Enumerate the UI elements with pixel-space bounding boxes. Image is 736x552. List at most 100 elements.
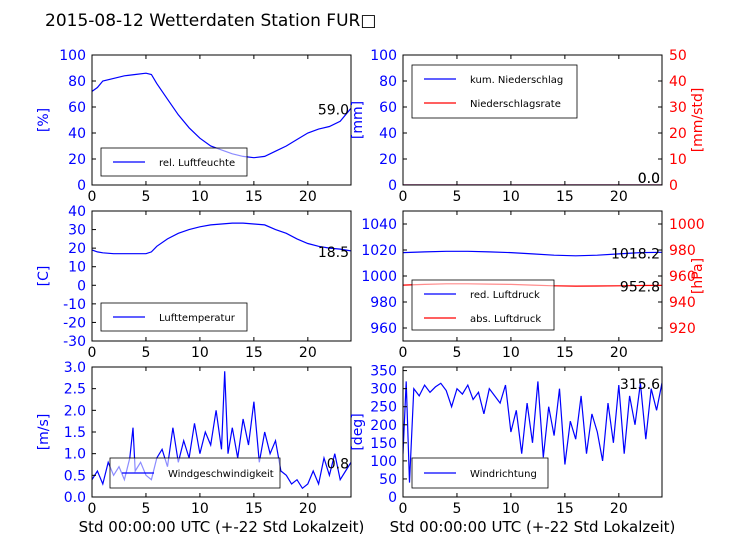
plot-frame — [402, 366, 663, 498]
y-tick-label: 50 — [379, 472, 397, 488]
y-tick-label: 0 — [77, 278, 86, 294]
x-tick-label: 20 — [299, 189, 317, 205]
x-tick-label: 5 — [452, 189, 461, 205]
y-tick-label: 100 — [370, 454, 397, 470]
last-value-label: 952.8 — [620, 279, 660, 295]
y2-tick-label: 960 — [669, 269, 696, 285]
x-tick-label: 0 — [88, 189, 97, 205]
x-tick-label: 0 — [399, 345, 408, 361]
y2-tick-label: 0 — [669, 178, 678, 194]
x-tick-label: 10 — [191, 501, 209, 517]
legend-label: red. Luftdruck — [470, 290, 540, 301]
legend: Lufttemperatur — [100, 302, 248, 332]
y-axis-label: [deg] — [350, 413, 366, 450]
y-tick-label: 3.0 — [64, 360, 86, 376]
y-tick-label: 2.0 — [64, 403, 86, 419]
x-tick-label: 20 — [299, 501, 317, 517]
y-tick-label: 980 — [370, 295, 397, 311]
x-tick-label: 0 — [399, 189, 408, 205]
y-tick-label: 1040 — [361, 217, 397, 233]
y-tick-label: 60 — [379, 100, 397, 116]
y-tick-label: 20 — [379, 152, 397, 168]
y2-tick-label: 940 — [669, 295, 696, 311]
y-tick-label: -20 — [63, 315, 86, 331]
y2-tick-label: 20 — [669, 126, 687, 142]
y-tick-label: 350 — [370, 364, 397, 380]
y-tick-label: 40 — [68, 126, 86, 142]
x-tick-label: 20 — [610, 345, 628, 361]
legend: Windrichtung — [411, 457, 549, 489]
x-tick-label: 15 — [245, 345, 263, 361]
y-tick-label: 60 — [68, 100, 86, 116]
x-tick-label: 10 — [191, 189, 209, 205]
y-tick-label: 20 — [68, 152, 86, 168]
x-tick-label: 20 — [610, 501, 628, 517]
y-tick-label: 30 — [68, 223, 86, 239]
legend-label: rel. Luftfeuchte — [159, 158, 235, 169]
panel-humidity: 0 5 10 15 20 0 20 40 60 80 100 [%] rel. Luftfeuchte 5… — [36, 48, 352, 205]
panel-pressure: 0 5 10 15 20 960 980 1000 1020 1040 920 940 960 980 10… — [361, 210, 706, 361]
legend: Windgeschwindigkeit — [109, 457, 281, 489]
y2-tick-label: 30 — [669, 100, 687, 116]
y2-tick-label: 980 — [669, 243, 696, 259]
last-value-label: 1018.2 — [611, 246, 660, 262]
y-tick-label: 0 — [388, 178, 397, 194]
panel-wind-speed: 0 5 10 15 20 0.0 0.5 1.0 1.5 2.0 2.5 3.0 [m/s] Std 00… — [36, 360, 364, 536]
y-tick-label: 1.5 — [64, 425, 86, 441]
last-value-label: 0.0 — [638, 171, 660, 187]
y-tick-label: 150 — [370, 436, 397, 452]
legend-label: Niederschlagsrate — [470, 99, 561, 110]
y-tick-label: 200 — [370, 418, 397, 434]
figure-title: 2015-08-12 Wetterdaten Station FUR□ — [45, 11, 376, 31]
y-tick-label: 40 — [379, 126, 397, 142]
y-tick-label: 100 — [370, 48, 397, 64]
y2-tick-label: 40 — [669, 74, 687, 90]
legend: kum. Niederschlag Niederschlagsrate — [411, 64, 578, 119]
x-tick-label: 15 — [556, 189, 574, 205]
legend: red. Luftdruck abs. Luftdruck — [411, 279, 555, 331]
y-axis-label: [mm] — [350, 101, 366, 139]
y-tick-label: 0 — [388, 490, 397, 506]
x-tick-label: 0 — [88, 501, 97, 517]
last-value-label: 18.5 — [318, 245, 349, 261]
y-tick-label: 2.5 — [64, 382, 86, 398]
last-value-label: 59.0 — [318, 102, 349, 118]
series-line-pressure-0 — [403, 250, 662, 257]
y-tick-label: 100 — [59, 48, 86, 64]
legend-label: abs. Luftdruck — [470, 314, 541, 325]
x-tick-label: 5 — [141, 345, 150, 361]
legend-label: kum. Niederschlag — [470, 75, 563, 86]
x-tick-label: 5 — [452, 501, 461, 517]
x-tick-label: 15 — [556, 501, 574, 517]
x-tick-label: 5 — [141, 501, 150, 517]
x-tick-label: 15 — [245, 189, 263, 205]
y-axis-label: [C] — [36, 266, 52, 287]
panel-temperature: 0 5 10 15 20 -30 -20 -10 0 10 20 30 40 [C] Lufttempera… — [36, 204, 352, 361]
x-tick-label: 10 — [502, 189, 520, 205]
y2-tick-label: 920 — [669, 321, 696, 337]
legend-label: Windgeschwindigkeit — [168, 469, 274, 480]
legend-label: Lufttemperatur — [159, 313, 236, 324]
x-tick-label: 5 — [452, 345, 461, 361]
plot-frame — [402, 54, 663, 186]
y-tick-label: 20 — [68, 241, 86, 257]
series-line-wind-direction-0 — [403, 381, 662, 483]
x-tick-label: 0 — [88, 345, 97, 361]
x-tick-label: 15 — [245, 501, 263, 517]
x-tick-label: 20 — [610, 189, 628, 205]
y-tick-label: 1020 — [361, 243, 397, 259]
y2-tick-label: 10 — [669, 152, 687, 168]
x-tick-label: 5 — [141, 189, 150, 205]
series-line-wind-speed-0 — [92, 371, 351, 490]
y-axis-label: [%] — [36, 108, 52, 132]
last-value-label: 0.8 — [327, 456, 349, 472]
y-tick-label: 10 — [68, 260, 86, 276]
y-tick-label: 0 — [77, 178, 86, 194]
x-tick-label: 20 — [299, 345, 317, 361]
y-tick-label: 80 — [68, 74, 86, 90]
last-value-label: 0.0 — [638, 171, 660, 187]
legend-box — [411, 279, 555, 331]
